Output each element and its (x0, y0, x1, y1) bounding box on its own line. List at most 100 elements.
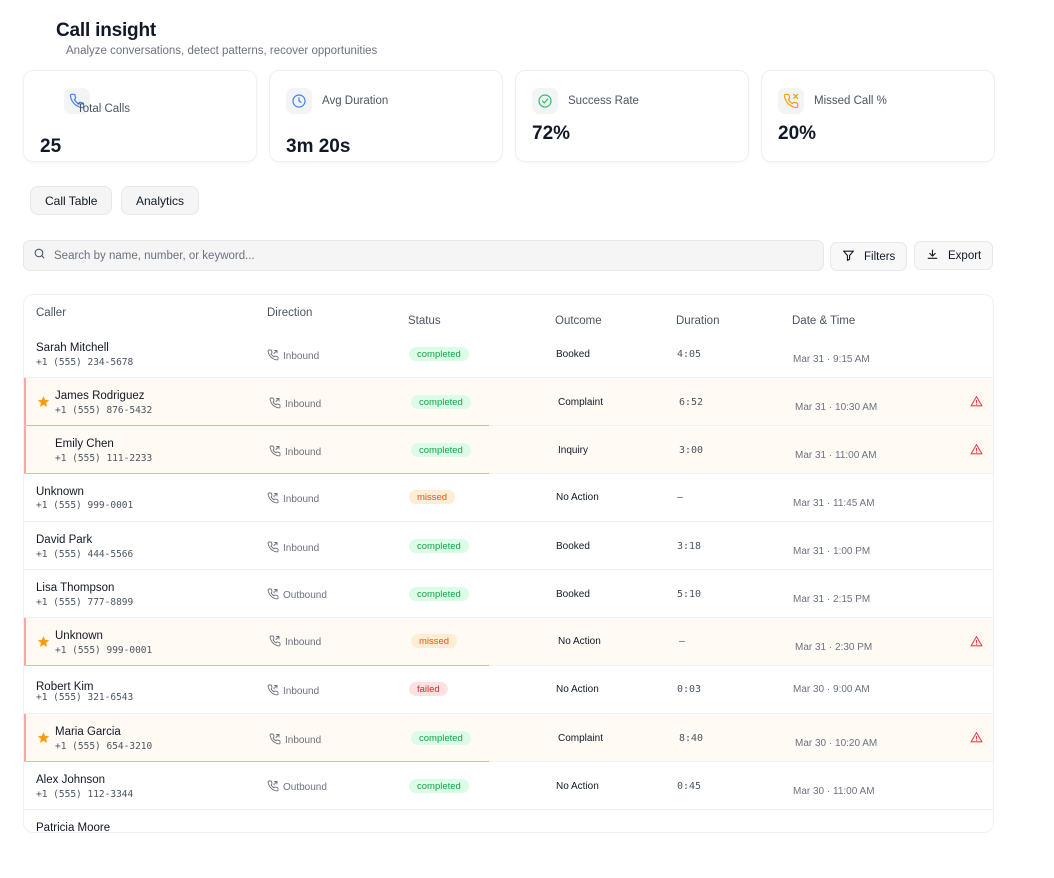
direction-label: Inbound (285, 447, 322, 458)
tab-call-table[interactable]: Call Table (30, 186, 113, 215)
check-circle-icon (532, 88, 558, 114)
search-bar (23, 240, 824, 271)
table-row[interactable]: Robert Kim +1 (555) 321-6543 Inbound failed… (24, 666, 993, 714)
duration-cell: 8:40 (679, 733, 704, 744)
column-header-status[interactable]: Status (408, 315, 441, 327)
column-header-caller[interactable]: Caller (36, 307, 67, 319)
row-flag-underline (26, 665, 489, 666)
duration-cell: 6:52 (679, 397, 704, 408)
phone-outgoing-icon (267, 492, 283, 507)
caller-phone: +1 (555) 999-0001 (36, 500, 134, 511)
star-icon[interactable] (37, 635, 50, 653)
outcome-cell: Booked (556, 541, 590, 552)
export-button[interactable]: Export (914, 241, 994, 270)
caller-name: Alex Johnson (36, 774, 106, 786)
direction-label: Inbound (283, 494, 320, 505)
direction-label: Inbound (283, 351, 320, 362)
direction-cell: Inbound (269, 733, 321, 748)
warning-icon[interactable] (970, 443, 983, 461)
status-badge: missed (409, 490, 456, 504)
stat-value: 3m 20s (286, 136, 351, 157)
duration-cell: 5:10 (677, 589, 702, 600)
stat-value: 72% (532, 123, 571, 144)
table-row[interactable]: Alex Johnson +1 (555) 112-3344 Outbound com… (24, 762, 993, 810)
row-flag-underline (26, 425, 489, 426)
datetime-cell: Mar 31 · 11:45 AM (793, 498, 875, 509)
column-header-outcome[interactable]: Outcome (555, 315, 602, 327)
direction-cell: Inbound (267, 492, 319, 507)
status-badge: completed (411, 395, 471, 409)
stat-label: Total Calls (77, 103, 131, 115)
star-icon[interactable] (37, 395, 50, 413)
caller-name: David Park (36, 534, 93, 546)
phone-outgoing-icon (269, 733, 285, 748)
caller-phone: +1 (555) 777-8899 (36, 597, 134, 608)
direction-cell: Inbound (267, 684, 319, 699)
filters-button[interactable]: Filters (830, 242, 908, 271)
direction-cell: Inbound (269, 445, 321, 460)
caller-name: Patricia Moore (36, 822, 111, 833)
search-icon (33, 247, 46, 265)
table-row[interactable]: Maria Garcia +1 (555) 654-3210 Inbound comp… (24, 714, 993, 762)
table-row[interactable]: James Rodriguez +1 (555) 876-5432 Inbound c… (24, 378, 993, 426)
search-input[interactable] (54, 249, 754, 262)
direction-cell: Inbound (269, 397, 321, 412)
direction-cell: Inbound (267, 349, 319, 364)
stat-card-success-rate: Success Rate 72% (515, 70, 749, 162)
warning-icon[interactable] (970, 395, 983, 413)
table-row[interactable]: Unknown +1 (555) 999-0001 Inbound missed No … (24, 618, 993, 666)
status-badge: completed (409, 587, 469, 601)
table-row[interactable]: Sarah Mitchell +1 (555) 234-5678 Inbound co… (24, 330, 993, 378)
caller-name: Emily Chen (55, 438, 114, 450)
datetime-cell: Mar 31 · 9:15 AM (793, 354, 870, 365)
duration-cell: 3:18 (677, 541, 702, 552)
outcome-cell: Complaint (558, 733, 604, 744)
datetime-cell: Mar 31 · 10:30 AM (795, 402, 878, 413)
stat-card-total-calls: Total Calls 25 (23, 70, 257, 162)
direction-label: Inbound (285, 399, 322, 410)
direction-label: Inbound (285, 637, 322, 648)
direction-cell: Outbound (267, 780, 327, 795)
column-header-direction[interactable]: Direction (267, 307, 313, 319)
warning-icon[interactable] (970, 731, 983, 749)
caller-name: Lisa Thompson (36, 582, 115, 594)
status-badge: completed (411, 443, 471, 457)
table-row[interactable]: David Park +1 (555) 444-5566 Inbound comple… (24, 522, 993, 570)
warning-icon[interactable] (970, 635, 983, 653)
duration-cell: — (677, 492, 684, 503)
caller-phone: +1 (555) 321-6543 (36, 692, 134, 703)
tab-analytics[interactable]: Analytics (121, 186, 200, 215)
datetime-cell: Mar 31 · 11:00 AM (795, 450, 877, 461)
phone-outgoing-icon (267, 588, 283, 603)
star-icon[interactable] (37, 731, 50, 749)
status-badge: missed (411, 634, 458, 648)
stat-label: Avg Duration (322, 95, 389, 107)
column-header-datetime[interactable]: Date & Time (792, 315, 856, 327)
outcome-cell: No Action (556, 781, 599, 792)
phone-icon (64, 88, 90, 114)
column-header-duration[interactable]: Duration (676, 315, 720, 327)
caller-name: Maria Garcia (55, 726, 121, 738)
direction-cell: Inbound (269, 635, 321, 650)
caller-name: Unknown (55, 630, 103, 642)
status-badge: failed (409, 682, 448, 696)
table-row[interactable]: Patricia Moore (24, 810, 993, 833)
duration-cell: 0:03 (677, 684, 702, 695)
filter-icon (842, 249, 864, 265)
caller-name: Unknown (36, 486, 84, 498)
datetime-cell: Mar 30 · 9:00 AM (793, 684, 870, 695)
phone-outgoing-icon (267, 684, 283, 699)
phone-outgoing-icon (267, 541, 283, 556)
phone-outgoing-icon (267, 780, 283, 795)
table-row[interactable]: Emily Chen +1 (555) 111-2233 Inbound comple… (24, 426, 993, 474)
direction-label: Outbound (283, 590, 327, 601)
duration-cell: 0:45 (677, 781, 702, 792)
table-row[interactable]: Lisa Thompson +1 (555) 777-8899 Outbound co… (24, 570, 993, 618)
status-badge: completed (409, 347, 469, 361)
caller-phone: +1 (555) 111-2233 (55, 453, 153, 464)
outcome-cell: Complaint (558, 397, 604, 408)
caller-name: Robert Kim (36, 681, 94, 693)
table-row[interactable]: Unknown +1 (555) 999-0001 Inbound missed No … (24, 474, 993, 522)
duration-cell: 3:00 (679, 445, 704, 456)
caller-phone: +1 (555) 444-5566 (36, 549, 134, 560)
